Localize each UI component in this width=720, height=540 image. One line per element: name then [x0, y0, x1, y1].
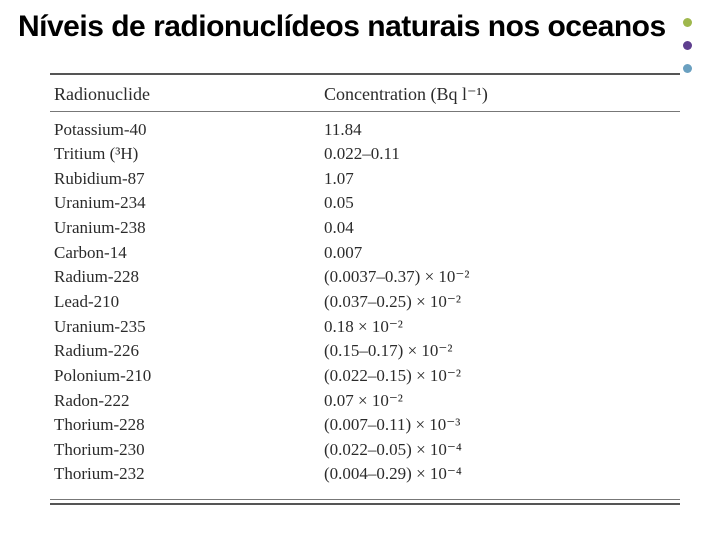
- concentration-value: 0.07 × 10⁻²: [320, 389, 680, 414]
- concentration-value: (0.0037–0.37) × 10⁻²: [320, 265, 680, 290]
- table-row: Thorium-228(0.007–0.11) × 10⁻³: [50, 413, 680, 438]
- radionuclide-name: Radium-228: [50, 265, 320, 290]
- concentration-value: (0.037–0.25) × 10⁻²: [320, 290, 680, 315]
- radionuclide-name: Polonium-210: [50, 364, 320, 389]
- concentration-value: (0.15–0.17) × 10⁻²: [320, 339, 680, 364]
- table-row: Uranium-235 0.18 × 10⁻²: [50, 315, 680, 340]
- radionuclide-name: Uranium-234: [50, 191, 320, 216]
- concentration-value: 0.022–0.11: [320, 142, 680, 167]
- concentration-value: (0.022–0.15) × 10⁻²: [320, 364, 680, 389]
- radionuclide-name: Radium-226: [50, 339, 320, 364]
- concentration-value: 0.007: [320, 241, 680, 266]
- table-row: Carbon-14 0.007: [50, 241, 680, 266]
- concentration-value: (0.007–0.11) × 10⁻³: [320, 413, 680, 438]
- table-body: Potassium-4011.84Tritium (³H) 0.022–0.11…: [50, 112, 680, 488]
- table-row: Thorium-230(0.022–0.05) × 10⁻⁴: [50, 438, 680, 463]
- bullet-dot: [683, 64, 692, 73]
- table-row: Polonium-210(0.022–0.15) × 10⁻²: [50, 364, 680, 389]
- table-row: Radium-226(0.15–0.17) × 10⁻²: [50, 339, 680, 364]
- table-bottom-rule-thick: [50, 503, 680, 505]
- table-bottom-rule-thin: [50, 499, 680, 500]
- table-row: Thorium-232(0.004–0.29) × 10⁻⁴: [50, 462, 680, 487]
- decorative-bullets: [683, 18, 692, 73]
- radionuclide-table: Radionuclide Concentration (Bq l⁻¹) Pota…: [50, 73, 680, 506]
- table-row: Potassium-4011.84: [50, 118, 680, 143]
- table-row: Uranium-234 0.05: [50, 191, 680, 216]
- concentration-value: 0.04: [320, 216, 680, 241]
- radionuclide-name: Potassium-40: [50, 118, 320, 143]
- page-title: Níveis de radionuclídeos naturais nos oc…: [18, 10, 702, 45]
- concentration-value: 0.05: [320, 191, 680, 216]
- radionuclide-name: Radon-222: [50, 389, 320, 414]
- concentration-value: 1.07: [320, 167, 680, 192]
- bullet-dot: [683, 41, 692, 50]
- concentration-value: (0.004–0.29) × 10⁻⁴: [320, 462, 680, 487]
- table-row: Radon-222 0.07 × 10⁻²: [50, 389, 680, 414]
- table-row: Rubidium-87 1.07: [50, 167, 680, 192]
- concentration-value: 11.84: [320, 118, 680, 143]
- table-row: Radium-228(0.0037–0.37) × 10⁻²: [50, 265, 680, 290]
- radionuclide-name: Rubidium-87: [50, 167, 320, 192]
- radionuclide-name: Uranium-235: [50, 315, 320, 340]
- radionuclide-name: Thorium-230: [50, 438, 320, 463]
- table-row: Uranium-238 0.04: [50, 216, 680, 241]
- radionuclide-name: Tritium (³H): [50, 142, 320, 167]
- concentration-value: (0.022–0.05) × 10⁻⁴: [320, 438, 680, 463]
- column-header-concentration: Concentration (Bq l⁻¹): [320, 84, 680, 105]
- table-row: Tritium (³H) 0.022–0.11: [50, 142, 680, 167]
- concentration-value: 0.18 × 10⁻²: [320, 315, 680, 340]
- table-top-rule: [50, 73, 680, 75]
- radionuclide-name: Uranium-238: [50, 216, 320, 241]
- bullet-dot: [683, 18, 692, 27]
- radionuclide-name: Carbon-14: [50, 241, 320, 266]
- radionuclide-name: Lead-210: [50, 290, 320, 315]
- radionuclide-name: Thorium-232: [50, 462, 320, 487]
- radionuclide-name: Thorium-228: [50, 413, 320, 438]
- table-header-row: Radionuclide Concentration (Bq l⁻¹): [50, 78, 680, 111]
- column-header-radionuclide: Radionuclide: [50, 84, 320, 105]
- table-row: Lead-210(0.037–0.25) × 10⁻²: [50, 290, 680, 315]
